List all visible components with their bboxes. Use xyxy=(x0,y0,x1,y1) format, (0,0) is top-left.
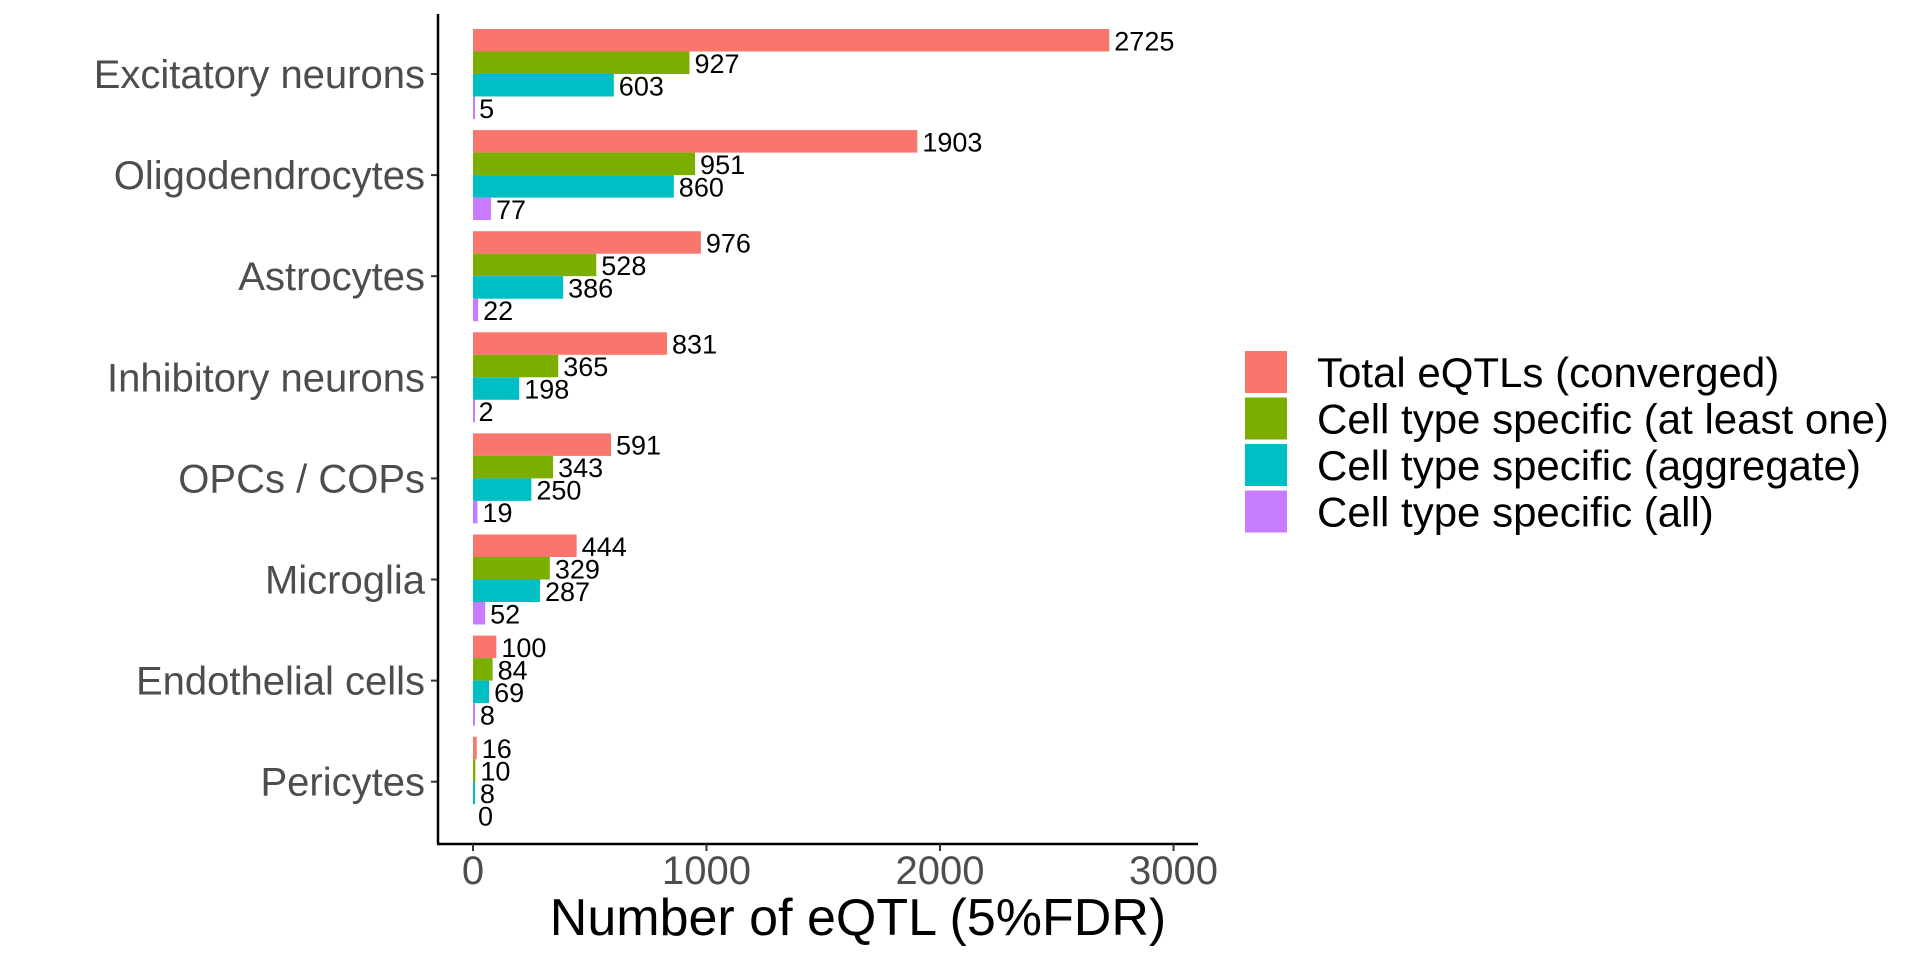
bar xyxy=(473,51,690,74)
bar xyxy=(473,74,614,97)
bar xyxy=(473,298,479,322)
bar xyxy=(473,253,597,277)
x-tick-label: 2000 xyxy=(896,849,985,893)
value-label: 603 xyxy=(619,71,664,101)
legend-key xyxy=(1245,397,1287,440)
value-label: 860 xyxy=(679,172,724,202)
bar xyxy=(473,579,541,602)
value-label: 22 xyxy=(483,296,513,326)
x-tick-label: 3000 xyxy=(1129,849,1218,893)
legend-key xyxy=(1245,490,1287,533)
bar xyxy=(473,377,520,400)
bar xyxy=(473,29,1110,52)
bar xyxy=(473,500,478,524)
value-label: 19 xyxy=(482,498,512,528)
category-label: Astrocytes xyxy=(238,255,425,299)
legend-label: Cell type specific (at least one) xyxy=(1317,396,1889,443)
bar xyxy=(473,557,550,580)
bar xyxy=(473,455,554,479)
value-label: 1903 xyxy=(922,127,982,157)
value-label: 831 xyxy=(672,330,717,360)
value-label: 84 xyxy=(498,655,528,685)
bar xyxy=(473,602,486,625)
bar xyxy=(473,152,696,176)
bar xyxy=(473,354,559,378)
bar xyxy=(473,276,564,299)
bar xyxy=(473,231,701,254)
legend-key xyxy=(1245,444,1287,486)
value-label: 77 xyxy=(496,195,526,225)
bar xyxy=(473,635,497,659)
value-label: 528 xyxy=(601,251,646,281)
legend-label: Cell type specific (aggregate) xyxy=(1317,442,1861,489)
bar xyxy=(473,680,490,704)
value-label: 927 xyxy=(694,49,739,79)
bars-layer xyxy=(473,29,1110,805)
bar xyxy=(473,478,532,501)
x-axis: 0 1000 2000 3000 xyxy=(437,842,1218,893)
legend-label: Cell type specific (all) xyxy=(1317,489,1714,536)
value-label: 444 xyxy=(582,532,627,562)
legend-key xyxy=(1245,351,1287,393)
value-labels-layer: 2725927603519039518607797652838622831365… xyxy=(478,26,1174,831)
bar xyxy=(473,399,475,423)
value-label: 198 xyxy=(524,375,569,405)
value-label: 591 xyxy=(616,431,661,461)
x-tick-label: 1000 xyxy=(662,849,751,893)
value-label: 2725 xyxy=(1114,26,1174,56)
category-label: Pericytes xyxy=(261,761,426,805)
value-label: 287 xyxy=(545,577,590,607)
category-label: Excitatory neurons xyxy=(94,53,425,97)
category-label: Inhibitory neurons xyxy=(107,356,425,400)
bar xyxy=(473,736,477,760)
legend: Total eQTLs (converged)Cell type specifi… xyxy=(1245,349,1889,536)
value-label: 52 xyxy=(490,599,520,629)
value-label: 10 xyxy=(480,756,510,786)
value-label: 8 xyxy=(480,700,495,730)
value-label: 2 xyxy=(478,397,493,427)
value-label: 0 xyxy=(478,801,493,831)
bar xyxy=(473,130,918,153)
value-label: 386 xyxy=(568,273,613,303)
value-label: 100 xyxy=(501,633,546,663)
category-label: Oligodendrocytes xyxy=(114,154,425,198)
x-axis-title: Number of eQTL (5%FDR) xyxy=(550,889,1166,947)
value-label: 16 xyxy=(482,734,512,764)
category-label: Microglia xyxy=(265,559,426,603)
value-label: 951 xyxy=(700,150,745,180)
bar xyxy=(473,175,674,198)
value-label: 329 xyxy=(555,554,600,584)
value-label: 976 xyxy=(706,228,751,258)
legend-label: Total eQTLs (converged) xyxy=(1317,349,1779,396)
bar xyxy=(473,197,491,221)
bar xyxy=(473,781,475,805)
bar xyxy=(473,433,611,456)
bar xyxy=(473,759,476,782)
bar xyxy=(473,332,668,355)
value-label: 343 xyxy=(558,453,603,483)
bar xyxy=(473,534,577,557)
bar xyxy=(473,96,475,119)
bar xyxy=(473,658,493,681)
x-tick-label: 0 xyxy=(462,849,484,893)
y-axis: Excitatory neurons Oligodendrocytes Astroc… xyxy=(94,14,440,844)
value-label: 69 xyxy=(494,678,524,708)
category-label: OPCs / COPs xyxy=(178,457,425,501)
value-label: 365 xyxy=(563,352,608,382)
category-label: Endothelial cells xyxy=(136,660,425,704)
value-label: 8 xyxy=(480,779,495,809)
value-label: 5 xyxy=(479,94,494,124)
value-label: 250 xyxy=(536,476,581,506)
bar xyxy=(473,703,475,726)
